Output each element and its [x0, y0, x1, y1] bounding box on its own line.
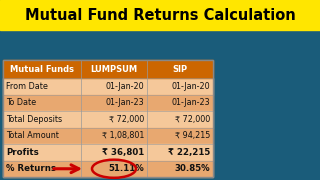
Text: To Date: To Date [6, 98, 36, 107]
Text: 30.85%: 30.85% [174, 164, 210, 173]
Text: ₹ 94,215: ₹ 94,215 [175, 131, 210, 140]
Text: Mutual Fund Returns Calculation: Mutual Fund Returns Calculation [25, 8, 295, 22]
Bar [3, 127, 213, 144]
Text: LUMPSUM: LUMPSUM [91, 64, 138, 73]
Bar [3, 60, 213, 177]
Text: Profits: Profits [6, 148, 39, 157]
Bar [3, 111, 213, 127]
Text: ₹ 72,000: ₹ 72,000 [109, 115, 144, 124]
Bar [3, 60, 213, 177]
Bar [0, 0, 320, 30]
Bar [3, 144, 213, 161]
Text: SIP: SIP [172, 64, 188, 73]
Text: 01-Jan-20: 01-Jan-20 [172, 82, 210, 91]
Text: Total Deposits: Total Deposits [6, 115, 62, 124]
Text: ₹ 1,08,801: ₹ 1,08,801 [102, 131, 144, 140]
Bar [3, 161, 213, 177]
Text: ₹ 36,801: ₹ 36,801 [102, 148, 144, 157]
Text: ₹ 72,000: ₹ 72,000 [175, 115, 210, 124]
Text: Total Amount: Total Amount [6, 131, 59, 140]
Bar [3, 94, 213, 111]
Text: % Returns: % Returns [6, 164, 56, 173]
Bar [3, 60, 213, 78]
Text: ₹ 22,215: ₹ 22,215 [168, 148, 210, 157]
Text: 01-Jan-23: 01-Jan-23 [172, 98, 210, 107]
Text: Mutual Funds: Mutual Funds [10, 64, 74, 73]
Text: 01-Jan-20: 01-Jan-20 [105, 82, 144, 91]
Text: From Date: From Date [6, 82, 48, 91]
Text: 01-Jan-23: 01-Jan-23 [105, 98, 144, 107]
Text: 51.11%: 51.11% [108, 164, 144, 173]
Bar [3, 78, 213, 94]
